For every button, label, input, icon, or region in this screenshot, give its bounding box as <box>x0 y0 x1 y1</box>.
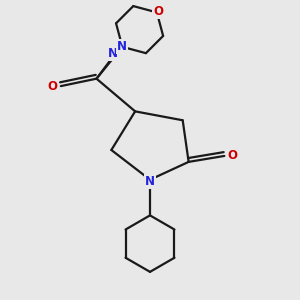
Text: O: O <box>47 80 58 93</box>
Text: O: O <box>228 149 238 162</box>
Text: N: N <box>145 175 155 188</box>
Text: O: O <box>153 5 163 18</box>
Text: N: N <box>108 47 118 60</box>
Text: N: N <box>117 40 127 53</box>
